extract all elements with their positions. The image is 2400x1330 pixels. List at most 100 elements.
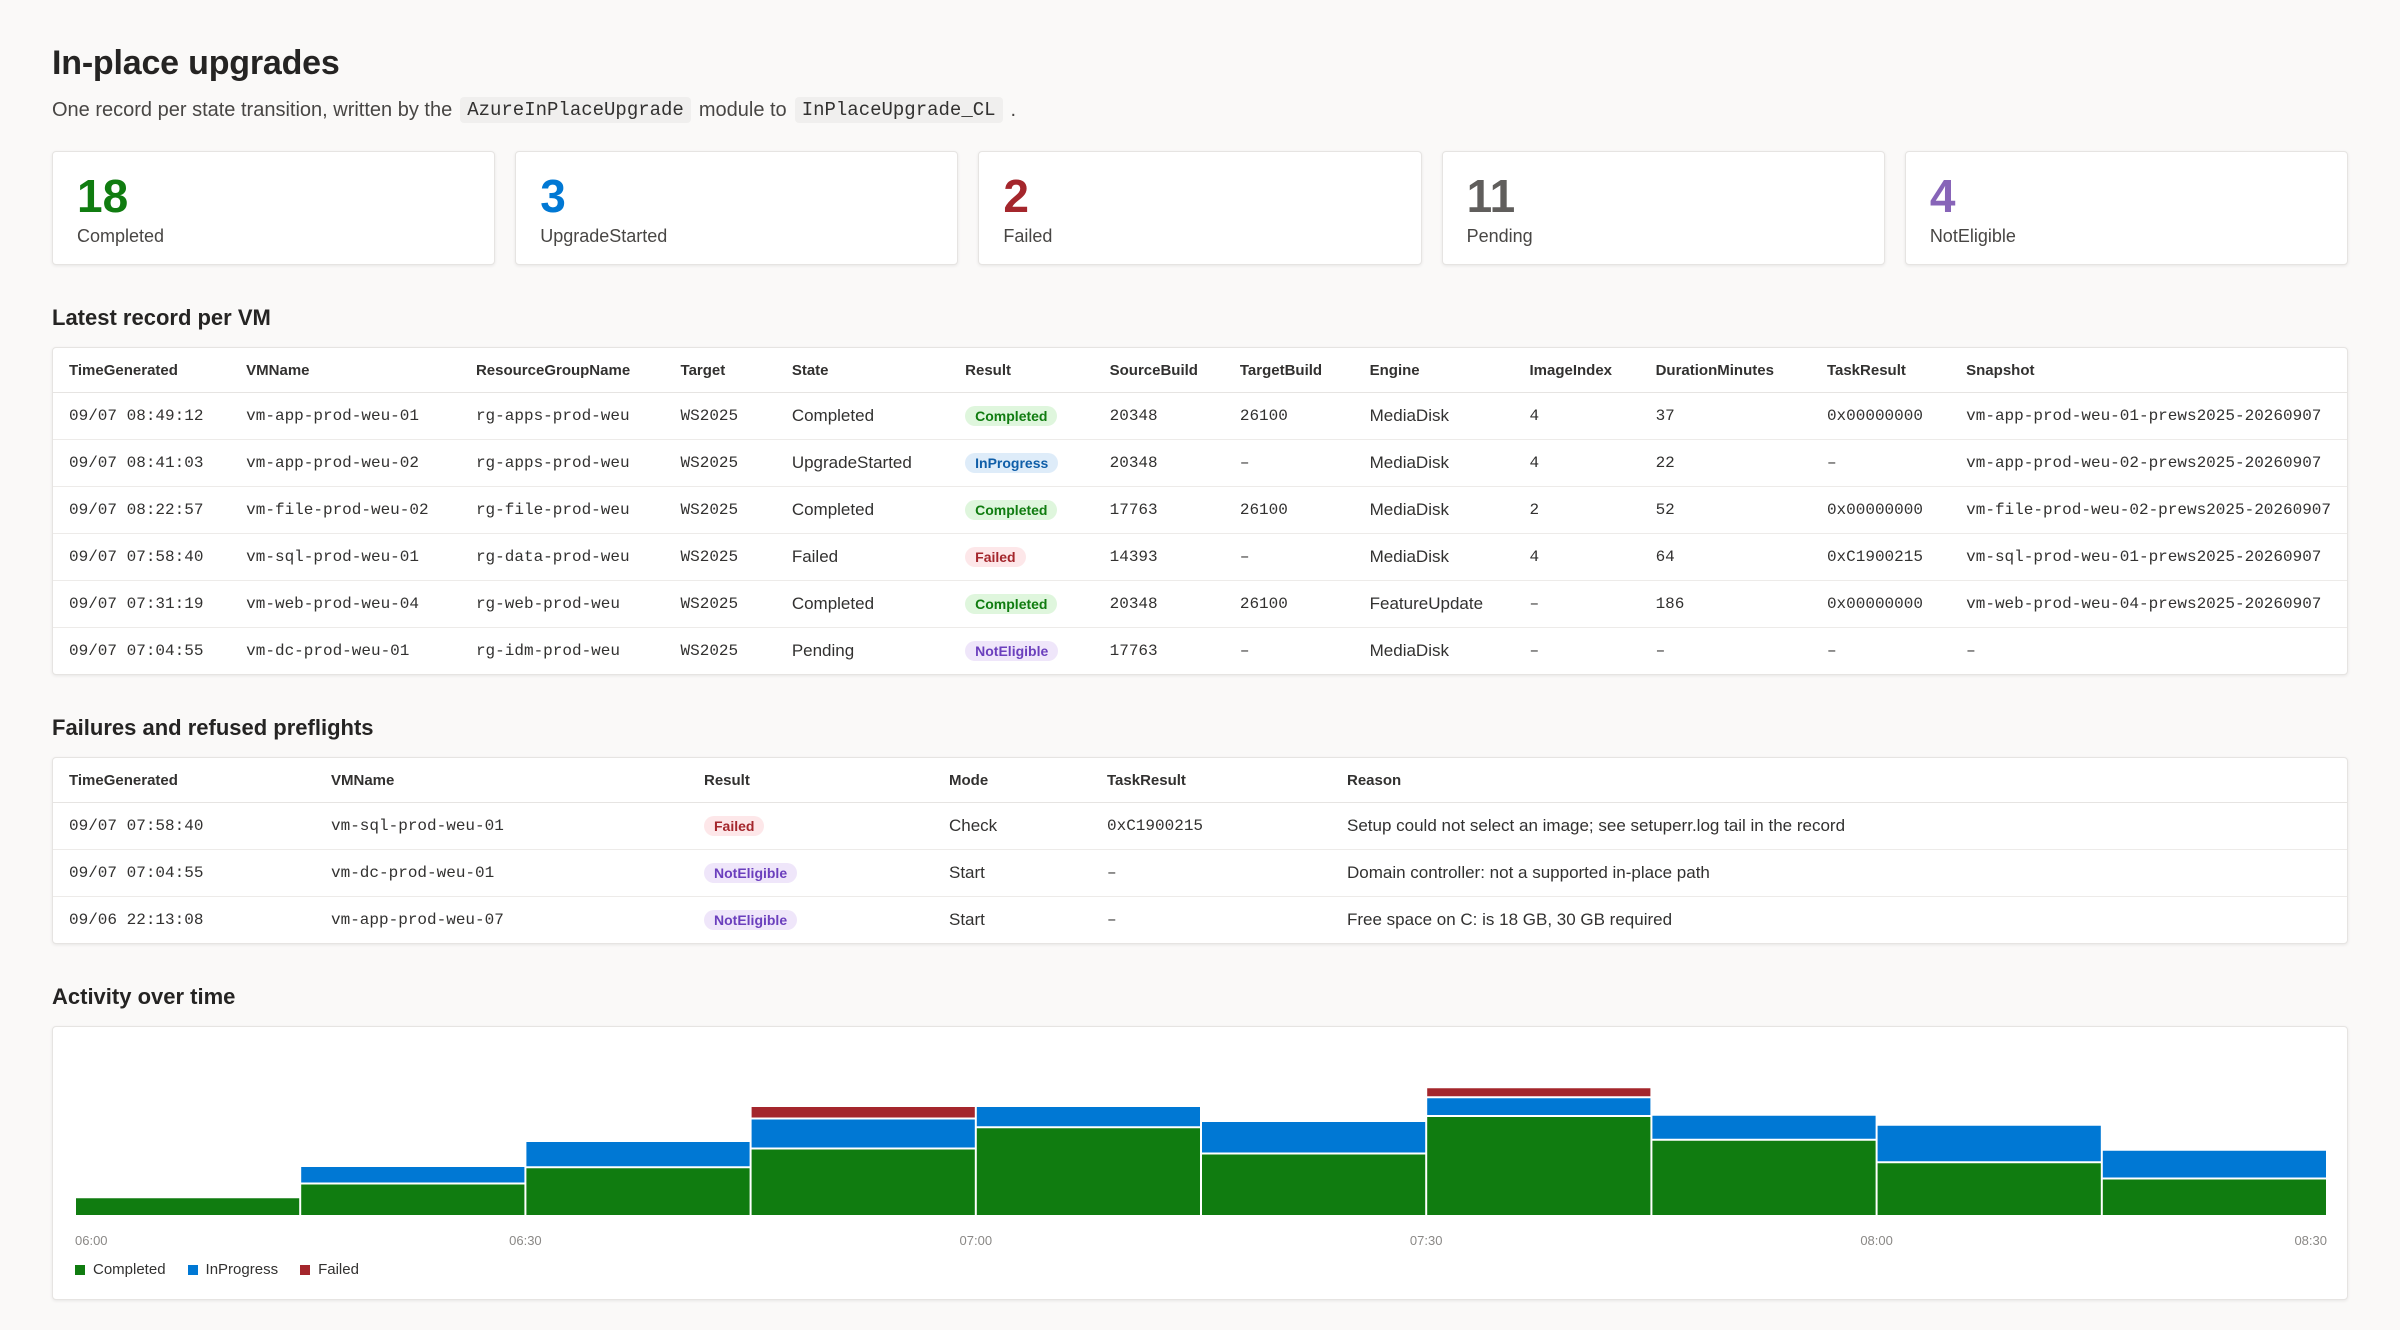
table-cell: Completed bbox=[775, 392, 950, 440]
latest-table-body: 09/07 08:49:12 vm-app-prod-weu-01 rg-apps-… bbox=[53, 392, 2347, 675]
table-cell: 37 bbox=[1639, 392, 1811, 440]
summary-tile-noteligible: 4 NotEligible bbox=[1904, 151, 2349, 265]
table-row[interactable]: 09/07 08:41:03 vm-app-prod-weu-02 rg-apps-… bbox=[53, 439, 2347, 487]
table-cell: 26100 bbox=[1223, 580, 1354, 628]
table-cell: 09/07 08:22:57 bbox=[53, 486, 231, 534]
table-cell: 52 bbox=[1639, 486, 1811, 534]
legend-item-failed: Failed bbox=[300, 1261, 359, 1278]
table-cell: – bbox=[1529, 642, 1540, 660]
column-header: Mode bbox=[933, 758, 1091, 803]
table-cell: – bbox=[1091, 849, 1331, 897]
table-cell: Free space on C: is 18 GB, 30 GB require… bbox=[1347, 910, 1673, 929]
page-subtitle: One record per state transition, written… bbox=[52, 97, 2348, 123]
table-cell: WS2025 bbox=[664, 439, 776, 487]
tile-value: 3 bbox=[540, 170, 566, 222]
table-cell: Start bbox=[949, 910, 985, 929]
result-badge: NotEligible bbox=[965, 641, 1059, 661]
table-cell: 22 bbox=[1639, 439, 1811, 487]
latest-table-card: TimeGenerated VMName ResourceGroupName Targ… bbox=[52, 347, 2348, 675]
table-cell: InProgress bbox=[949, 439, 1094, 487]
failures-table-header: TimeGenerated VMName Result Mode TaskResult R… bbox=[53, 758, 2347, 803]
table-cell: 20348 bbox=[1093, 392, 1224, 440]
column-header: Target bbox=[664, 348, 776, 393]
bar-completed-0710 bbox=[1652, 1140, 1876, 1215]
table-cell: Pending bbox=[791, 641, 855, 660]
table-cell: 2 bbox=[1513, 486, 1640, 534]
latest-table-header: TimeGenerated VMName ResourceGroupName Targ… bbox=[53, 348, 2347, 393]
bar-inprogress-0630 bbox=[751, 1119, 975, 1148]
table-cell: 0x00000000 bbox=[1810, 392, 1951, 440]
table-row[interactable]: 09/07 07:58:40 vm-sql-prod-weu-01 rg-data-… bbox=[53, 533, 2347, 581]
table-cell: MediaDisk bbox=[1353, 486, 1514, 534]
column-header: Snapshot bbox=[1950, 348, 2347, 393]
activity-chart: 06:00 06:30 07:00 07:30 08:00 08:30 bbox=[75, 1088, 2327, 1248]
column-header: Result bbox=[688, 758, 933, 803]
table-cell: Failed bbox=[688, 802, 933, 850]
column-header: TimeGenerated bbox=[53, 348, 231, 393]
bar-inprogress-0730 bbox=[2102, 1150, 2326, 1178]
table-cell: rg-apps-prod-weu bbox=[459, 439, 665, 487]
table-cell: 09/07 07:58:40 bbox=[53, 533, 231, 581]
bar-completed-0610 bbox=[301, 1184, 525, 1215]
legend-label: Completed bbox=[93, 1261, 166, 1278]
table-cell: vm-sql-prod-weu-01-prews2025-20260907 bbox=[1950, 533, 2347, 581]
tile-label: Pending bbox=[1466, 226, 1533, 246]
table-cell: rg-web-prod-weu bbox=[459, 580, 665, 628]
result-badge: Failed bbox=[704, 816, 765, 836]
table-cell: – bbox=[1223, 533, 1354, 581]
failures-section-title: Failures and refused preflights bbox=[52, 715, 374, 740]
table-cell: 186 bbox=[1639, 580, 1811, 628]
table-row[interactable]: 09/07 07:04:55 vm-dc-prod-weu-01 rg-idm-pr… bbox=[53, 628, 2347, 675]
result-badge: Completed bbox=[965, 500, 1058, 520]
table-cell: 0xC1900215 bbox=[1810, 533, 1951, 581]
table-cell: vm-file-prod-weu-02-prews2025-20260907 bbox=[1950, 486, 2347, 534]
table-cell: 26100 bbox=[1223, 392, 1354, 440]
table-row[interactable]: 09/07 07:04:55 vm-dc-prod-weu-01 NotEligib… bbox=[53, 849, 2347, 897]
bar-inprogress-0650 bbox=[1202, 1122, 1426, 1153]
failures-table-card: TimeGenerated VMName Result Mode TaskResult R… bbox=[52, 757, 2348, 944]
table-cell: vm-app-prod-weu-01-prews2025-20260907 bbox=[1950, 392, 2347, 440]
table-cell: vm-dc-prod-weu-01 bbox=[315, 849, 688, 897]
tile-label: NotEligible bbox=[1929, 226, 2016, 246]
column-header: TargetBuild bbox=[1223, 348, 1354, 393]
table-cell: WS2025 bbox=[680, 642, 739, 660]
page-title: In-place upgrades bbox=[52, 44, 340, 82]
column-header: TaskResult bbox=[1810, 348, 1951, 393]
table-cell: MediaDisk bbox=[1353, 392, 1514, 440]
table-row[interactable]: 09/07 07:31:19 vm-web-prod-weu-04 rg-web-p… bbox=[53, 580, 2347, 628]
table-cell: rg-apps-prod-weu bbox=[459, 392, 665, 440]
table-cell: MediaDisk bbox=[1353, 439, 1514, 487]
column-header: Engine bbox=[1353, 348, 1514, 393]
tile-value: 4 bbox=[1929, 170, 1956, 222]
table-cell: rg-data-prod-weu bbox=[459, 533, 665, 581]
result-badge: NotEligible bbox=[704, 910, 798, 930]
table-cell: – bbox=[1513, 580, 1640, 628]
table-cell: Domain controller: not a supported in-pl… bbox=[1331, 849, 2347, 897]
column-header: State bbox=[775, 348, 950, 393]
summary-tile-pending: 11 Pending bbox=[1441, 151, 1885, 265]
bar-inprogress-0700 bbox=[1427, 1098, 1651, 1115]
x-tick-label: 08:00 bbox=[1860, 1233, 1893, 1248]
tile-label: Completed bbox=[77, 226, 165, 246]
bar-completed-0600 bbox=[76, 1198, 300, 1215]
table-row[interactable]: 09/07 08:49:12 vm-app-prod-weu-01 rg-apps-… bbox=[53, 392, 2347, 440]
table-cell: Completed bbox=[949, 580, 1094, 628]
table-cell: vm-app-prod-weu-02-prews2025-20260907 bbox=[1950, 439, 2347, 487]
bar-completed-0620 bbox=[526, 1168, 750, 1215]
table-cell: vm-web-prod-weu-04 bbox=[230, 580, 460, 628]
table-row[interactable]: 09/07 08:22:57 vm-file-prod-weu-02 rg-file… bbox=[53, 486, 2347, 534]
table-row[interactable]: 09/06 22:13:08 vm-app-prod-weu-07 NotEligi… bbox=[53, 897, 2347, 944]
table-cell: 14393 bbox=[1093, 533, 1224, 581]
table-cell: rg-idm-prod-weu bbox=[475, 642, 620, 660]
table-cell: 17763 bbox=[1109, 642, 1158, 660]
table-row[interactable]: 09/07 07:58:40 vm-sql-prod-weu-01 Failed Ch… bbox=[53, 802, 2347, 850]
legend-label: InProgress bbox=[205, 1261, 279, 1278]
table-cell: UpgradeStarted bbox=[775, 439, 950, 487]
table-cell: Setup could not select an image; see set… bbox=[1331, 802, 2347, 850]
column-header: TaskResult bbox=[1091, 758, 1331, 803]
table-cell: vm-app-prod-weu-01 bbox=[230, 392, 460, 440]
x-tick-label: 07:30 bbox=[1410, 1233, 1443, 1248]
bar-completed-0700 bbox=[1427, 1117, 1651, 1215]
table-cell: Failed bbox=[949, 533, 1094, 581]
table-cell: Completed bbox=[949, 486, 1094, 534]
